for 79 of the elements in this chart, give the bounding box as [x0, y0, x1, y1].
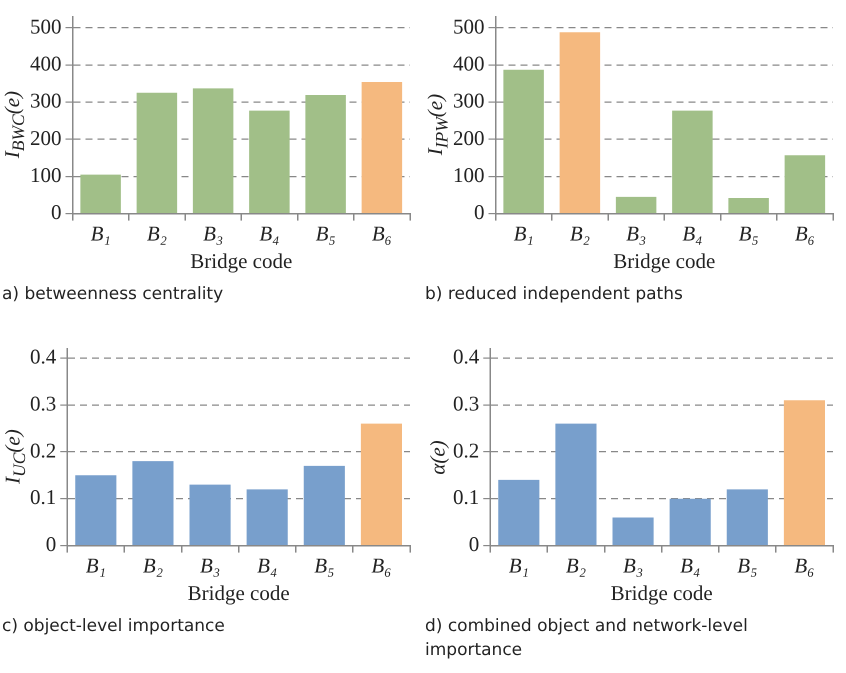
y-tick-label: 0: [51, 200, 62, 224]
y-tick-label: 200: [30, 126, 62, 150]
y-tick-label: 0.2: [30, 438, 56, 462]
x-tick-label: B₂: [570, 222, 590, 246]
x-tick-label: B₅: [314, 554, 334, 578]
x-tick-label: B₆: [794, 554, 815, 578]
y-tick-label: 500: [453, 14, 484, 38]
x-tick-label: B₆: [372, 222, 392, 246]
bar: [305, 95, 346, 213]
bar: [246, 489, 288, 545]
x-axis-title: Bridge code: [613, 248, 716, 273]
y-tick-label: 0: [474, 200, 484, 224]
y-tick-label: 500: [30, 14, 62, 38]
y-tick-label: 0.1: [453, 485, 480, 510]
y-tick-label: 0.1: [30, 485, 56, 510]
bar: [136, 92, 178, 213]
x-tick-label: B₅: [316, 222, 336, 246]
x-tick-label: B₅: [737, 554, 758, 578]
text: a) betweenness centrality: [2, 283, 224, 306]
bar: [304, 466, 345, 545]
bar: [560, 32, 600, 213]
bar: [75, 475, 116, 545]
bar: [728, 198, 769, 213]
y-tick-label: 200: [453, 126, 484, 150]
y-tick-label: 0: [46, 532, 56, 556]
x-tick-label: B₂: [146, 222, 167, 246]
y-tick-label: 0.3: [453, 391, 480, 416]
y-tick-label: 400: [30, 51, 62, 76]
y-tick-label: 300: [30, 88, 62, 113]
y-tick-label: 400: [453, 51, 484, 76]
x-tick-label: B₄: [259, 222, 280, 246]
bar: [190, 484, 231, 545]
y-tick-label: 0.3: [30, 391, 56, 416]
x-tick-label: B₄: [257, 554, 278, 578]
y-tick-label: 300: [453, 88, 484, 113]
x-tick-label: B₆: [794, 222, 815, 246]
x-tick-label: B₃: [200, 554, 220, 578]
bar: [132, 461, 174, 545]
bar: [670, 498, 711, 545]
y-tick-label: 100: [30, 162, 62, 187]
x-tick-label: B₆: [371, 554, 392, 578]
x-axis-title: Bridge code: [190, 248, 292, 273]
bar: [498, 480, 540, 545]
bar: [784, 155, 826, 213]
x-tick-label: B₁: [90, 222, 111, 246]
y-tick-label: 100: [453, 162, 484, 187]
x-tick-label: B₃: [626, 222, 646, 246]
text: d) combined object and network-level importance: [425, 615, 749, 662]
bar: [612, 517, 654, 545]
bar: [784, 400, 826, 545]
bar: [362, 82, 402, 213]
x-tick-label: B₂: [142, 554, 164, 578]
x-tick-label: B₃: [622, 554, 644, 578]
bar: [503, 70, 544, 213]
y-tick-label: 0.4: [453, 344, 480, 368]
bar: [726, 489, 768, 545]
x-axis-title: Bridge code: [188, 580, 290, 605]
x-tick-label: B₄: [680, 554, 700, 578]
bar: [249, 110, 290, 213]
x-tick-label: B₁: [86, 554, 106, 578]
x-tick-label: B₅: [738, 222, 759, 246]
bar: [672, 110, 713, 213]
y-tick-label: 0: [468, 532, 480, 556]
x-axis-title: Bridge code: [610, 580, 713, 605]
x-tick-label: B₃: [203, 222, 224, 246]
text: b) reduced independent paths: [425, 283, 684, 306]
bar: [360, 424, 402, 545]
x-tick-label: B₂: [566, 554, 586, 578]
bar: [555, 424, 597, 545]
y-tick-label: 0.2: [453, 438, 480, 462]
bar: [80, 174, 121, 213]
x-tick-label: B₁: [514, 222, 534, 246]
bar: [192, 88, 234, 213]
y-tick-label: 0.4: [30, 344, 57, 368]
x-tick-label: B₄: [682, 222, 702, 246]
bar: [616, 196, 656, 213]
text: c) object-level importance: [2, 615, 226, 638]
x-tick-label: B₁: [508, 554, 529, 578]
y-axis-title: α(e): [426, 440, 450, 474]
